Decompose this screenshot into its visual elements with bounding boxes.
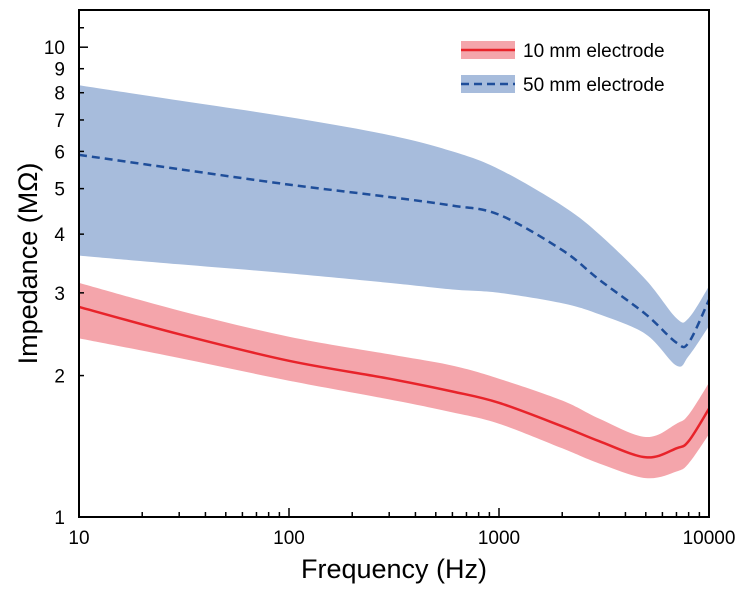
x-tick-label: 1000 [478, 528, 520, 549]
line-50-mm-electrode [78, 153, 711, 349]
y-axis-ticks: 1 2 3 4 5 6 7 8 910 [44, 9, 88, 529]
line-10-mm-electrode [78, 305, 711, 459]
x-axis-ticks: 10 100 1000 10000 [68, 508, 735, 549]
plot-frame [78, 9, 710, 518]
y-tick-label: 8 [54, 84, 65, 105]
y-tick-label: 3 [54, 284, 65, 305]
x-tick-label: 100 [273, 528, 305, 549]
y-tick-label: 2 [54, 367, 65, 388]
y-tick-label: 9 [54, 60, 65, 81]
x-tick-label: 10 [68, 528, 89, 549]
y-tick-label: 6 [54, 142, 65, 163]
band-50-mm-electrode [79, 85, 709, 367]
y-tick-label: 1 [54, 508, 65, 529]
series-lines [78, 153, 711, 459]
y-tick-label: 4 [54, 225, 65, 246]
legend: 10 mm electrode 50 mm electrode [461, 41, 665, 96]
y-tick-label: 5 [54, 180, 65, 201]
y-tick-label: 10 [44, 38, 65, 59]
legend-label: 10 mm electrode [523, 41, 665, 62]
x-axis-title: Frequency (Hz) [301, 554, 487, 584]
y-tick-label: 7 [54, 111, 65, 132]
legend-label: 50 mm electrode [523, 75, 665, 96]
x-tick-label: 10000 [683, 528, 736, 549]
confidence-bands [79, 85, 709, 479]
y-axis-title: Impedance (MΩ) [13, 163, 43, 365]
